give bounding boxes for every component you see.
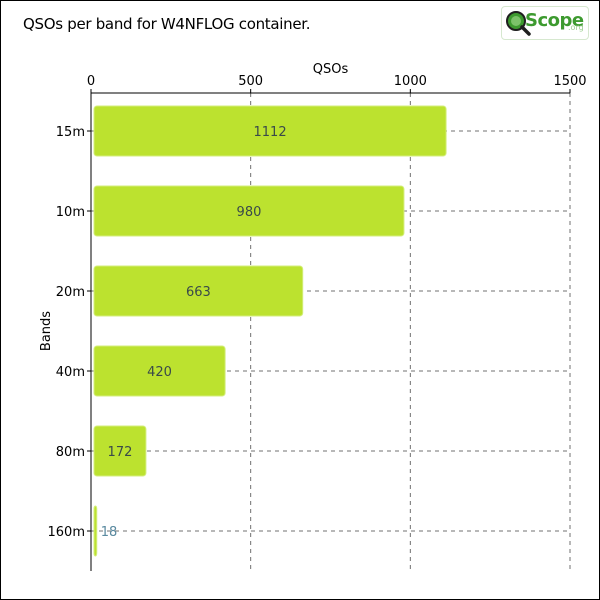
bar bbox=[93, 265, 304, 317]
x-tick-label: 500 bbox=[238, 74, 263, 89]
y-tick-label: 40m bbox=[56, 365, 85, 380]
bar-value-label: 1112 bbox=[254, 125, 287, 140]
x-tick-label: 0 bbox=[87, 74, 95, 89]
bar bbox=[93, 185, 405, 237]
logo-suffix: .org bbox=[568, 23, 584, 32]
bar-value-label: 980 bbox=[237, 205, 262, 220]
grid-lines bbox=[91, 93, 571, 571]
bar-value-label: 663 bbox=[186, 285, 211, 300]
bar bbox=[93, 425, 147, 477]
x-tick-label: 1000 bbox=[394, 74, 427, 89]
y-tick-label: 15m bbox=[56, 125, 85, 140]
y-tick-label: 20m bbox=[56, 285, 85, 300]
chart-title: QSOs per band for W4NFLOG container. bbox=[23, 15, 311, 33]
axes: 0 500 1000 1500 QSOs 15m 10m 20m 40m 80m 160m Bands bbox=[39, 62, 587, 571]
y-axis-label: Bands bbox=[39, 311, 54, 351]
y-tick-label: 80m bbox=[56, 445, 85, 460]
bar-value-label: 172 bbox=[108, 445, 133, 460]
y-tick-label: 160m bbox=[48, 525, 85, 540]
bar bbox=[93, 345, 226, 397]
x-axis-label: QSOs bbox=[313, 62, 349, 77]
magnifier-icon bbox=[506, 11, 531, 36]
x-tick-label: 1500 bbox=[553, 74, 586, 89]
bars: 1112 980 663 420 172 18 bbox=[93, 105, 447, 557]
y-tick-label: 10m bbox=[56, 205, 85, 220]
logo: Scope .org bbox=[501, 6, 589, 40]
bar-value-label: 18 bbox=[101, 525, 118, 540]
bar bbox=[93, 105, 447, 157]
bar-value-label: 420 bbox=[147, 365, 172, 380]
logo-wordmark: Scope bbox=[525, 10, 584, 31]
bar bbox=[93, 505, 98, 557]
